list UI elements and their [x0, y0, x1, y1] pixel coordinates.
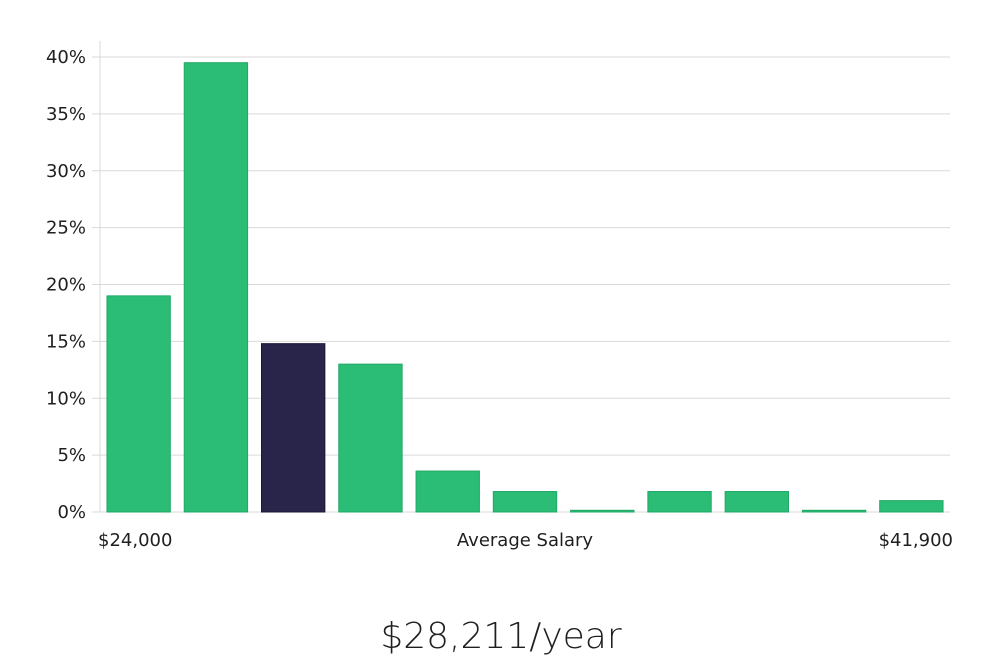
- y-tick-label: 40%: [46, 47, 86, 68]
- salary-bar: [106, 295, 171, 513]
- y-tick-label: 0%: [57, 502, 86, 523]
- average-salary-value: $28,211/year: [380, 616, 622, 657]
- bar-layer: [106, 62, 944, 513]
- x-start-label: $24,000: [98, 530, 172, 551]
- y-tick-label: 20%: [46, 275, 86, 296]
- salary-bar: [724, 491, 789, 513]
- salary-bar: [570, 509, 635, 513]
- salary-bar: [879, 500, 944, 513]
- y-tick-label: 35%: [46, 104, 86, 125]
- salary-bar: [338, 363, 403, 513]
- x-axis-title: Average Salary: [457, 530, 594, 551]
- y-tick-label: 10%: [46, 388, 86, 409]
- salary-bar: [492, 491, 558, 513]
- salary-bar: [801, 509, 867, 513]
- y-tick-label: 15%: [46, 331, 86, 352]
- axis-layer: 0% 5% 10% 15% 20% 25% 30% 35% 40%: [46, 41, 101, 523]
- x-end-label: $41,900: [879, 530, 953, 551]
- y-tick-label: 5%: [57, 445, 86, 466]
- salary-bar: [647, 491, 712, 513]
- salary-bar: [415, 470, 480, 513]
- y-tick-label: 25%: [46, 218, 86, 239]
- y-tick-label: 30%: [46, 161, 86, 182]
- salary-bar: [183, 62, 249, 513]
- highlighted-salary-bar: [261, 343, 326, 513]
- label-layer: $24,000 Average Salary $41,900 $28,211/y…: [98, 530, 953, 657]
